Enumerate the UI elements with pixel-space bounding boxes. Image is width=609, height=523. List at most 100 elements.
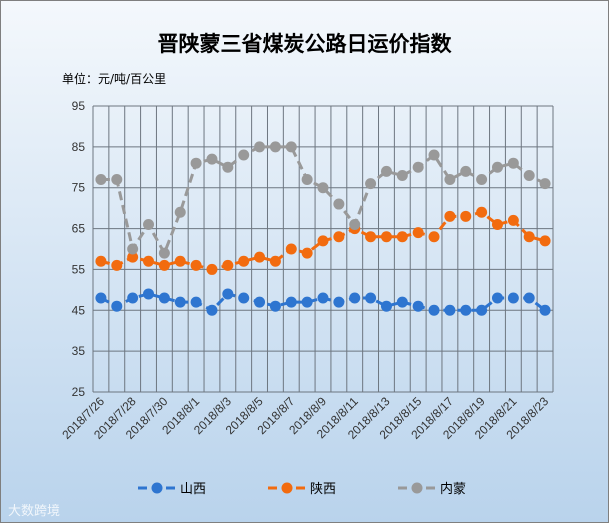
legend-label: 山西 [180, 482, 206, 497]
data-point [95, 292, 107, 304]
y-tick-label: 25 [72, 385, 86, 399]
data-point [412, 161, 424, 173]
y-tick-label: 55 [72, 262, 86, 276]
data-point [190, 296, 202, 308]
data-point [238, 292, 250, 304]
data-point [174, 206, 186, 218]
data-point [190, 157, 202, 169]
legend-marker [281, 482, 293, 494]
data-point [143, 288, 155, 300]
data-point [349, 218, 361, 230]
data-point [301, 296, 313, 308]
data-point [539, 304, 551, 316]
data-point [222, 259, 234, 271]
data-point [507, 214, 519, 226]
data-point [412, 300, 424, 312]
data-point [460, 165, 472, 177]
data-point [380, 231, 392, 243]
data-point [143, 218, 155, 230]
series-line [100, 145, 546, 257]
data-point [222, 161, 234, 173]
chart-title: 晋陕蒙三省煤炭公路日运价指数 [157, 32, 452, 56]
data-point [190, 259, 202, 271]
data-point [428, 231, 440, 243]
data-point [396, 296, 408, 308]
data-point [428, 304, 440, 316]
data-point [158, 292, 170, 304]
data-point [285, 296, 297, 308]
data-point [507, 292, 519, 304]
data-point [444, 210, 456, 222]
legend-marker [411, 482, 423, 494]
unit-label: 单位：元/吨/百公里 [62, 72, 167, 86]
data-point [412, 227, 424, 239]
data-point [269, 141, 281, 153]
data-point [222, 288, 234, 300]
y-tick-label: 75 [72, 181, 86, 195]
data-point [111, 300, 123, 312]
data-point [206, 304, 218, 316]
data-point [539, 178, 551, 190]
data-point [158, 247, 170, 259]
data-point [285, 243, 297, 255]
data-point [95, 174, 107, 186]
data-point [269, 300, 281, 312]
data-point [111, 259, 123, 271]
y-tick-label: 65 [72, 222, 86, 236]
data-point [507, 157, 519, 169]
data-point [238, 149, 250, 161]
data-point [238, 255, 250, 267]
data-point [523, 169, 535, 181]
data-point [491, 218, 503, 230]
y-tick-label: 45 [72, 303, 86, 317]
data-point [491, 161, 503, 173]
y-tick-label: 35 [72, 344, 86, 358]
data-point [444, 174, 456, 186]
data-point [365, 292, 377, 304]
data-point [206, 263, 218, 275]
legend-label: 内蒙 [440, 481, 466, 497]
data-point [333, 198, 345, 210]
data-point [333, 231, 345, 243]
data-point [317, 182, 329, 194]
data-point [460, 304, 472, 316]
data-point [349, 292, 361, 304]
watermark-logo: 大数跨境 [8, 504, 61, 519]
data-point [317, 235, 329, 247]
y-tick-label: 95 [72, 99, 86, 113]
data-point [380, 165, 392, 177]
data-point [444, 304, 456, 316]
data-point [127, 292, 139, 304]
data-point [174, 255, 186, 267]
data-point [206, 153, 218, 165]
data-point [365, 178, 377, 190]
data-point [254, 141, 266, 153]
data-point [476, 304, 488, 316]
data-point [127, 243, 139, 255]
data-point [158, 259, 170, 271]
data-point [491, 292, 503, 304]
data-point [301, 174, 313, 186]
data-point [333, 296, 345, 308]
data-point [428, 149, 440, 161]
data-point [254, 296, 266, 308]
legend-label: 陕西 [310, 482, 336, 497]
data-point [476, 174, 488, 186]
data-point [269, 255, 281, 267]
y-tick-label: 85 [72, 140, 86, 154]
data-point [539, 235, 551, 247]
data-point [365, 231, 377, 243]
data-point [396, 169, 408, 181]
data-point [396, 231, 408, 243]
data-point [523, 292, 535, 304]
data-point [254, 251, 266, 263]
data-point [523, 231, 535, 243]
data-point [143, 255, 155, 267]
data-point [111, 174, 123, 186]
data-point [174, 296, 186, 308]
data-point [301, 247, 313, 259]
data-point [127, 251, 139, 263]
data-point [285, 141, 297, 153]
data-point [476, 206, 488, 218]
